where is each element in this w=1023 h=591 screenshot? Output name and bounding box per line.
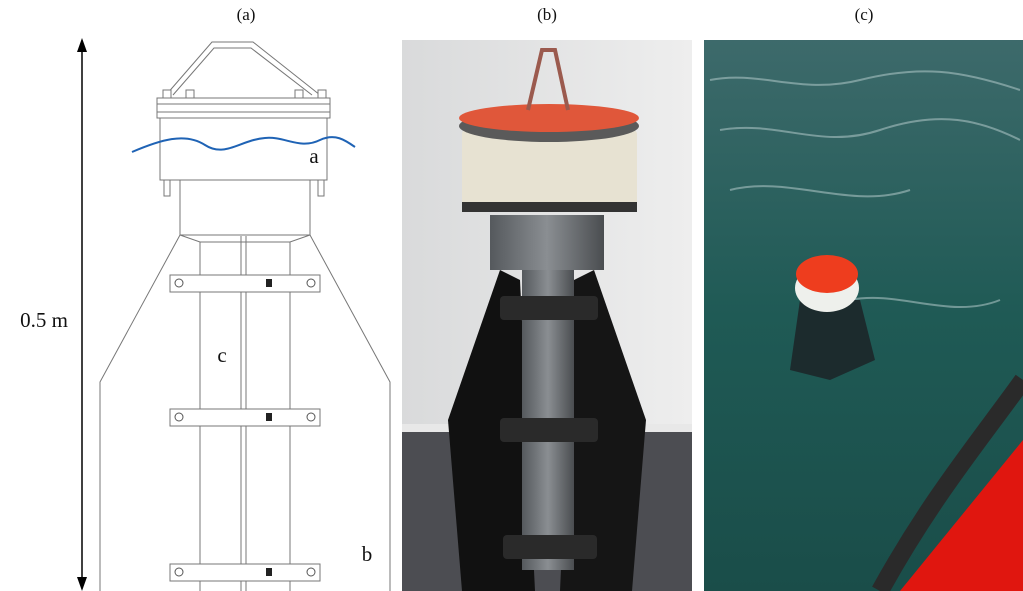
callout: c — [217, 343, 226, 367]
callout: a — [309, 144, 319, 168]
panel-label: (c) — [855, 5, 874, 24]
callout: b — [362, 542, 373, 566]
drawing: 0.5 m a — [20, 38, 390, 591]
panel-label: (b) — [537, 5, 557, 24]
figure: (a) (b) (c) 0.5 m a — [0, 0, 1023, 591]
photo — [402, 40, 692, 591]
photo — [704, 40, 1023, 591]
panel-label: (a) — [237, 5, 256, 24]
scale-label: 0.5 m — [20, 308, 68, 332]
